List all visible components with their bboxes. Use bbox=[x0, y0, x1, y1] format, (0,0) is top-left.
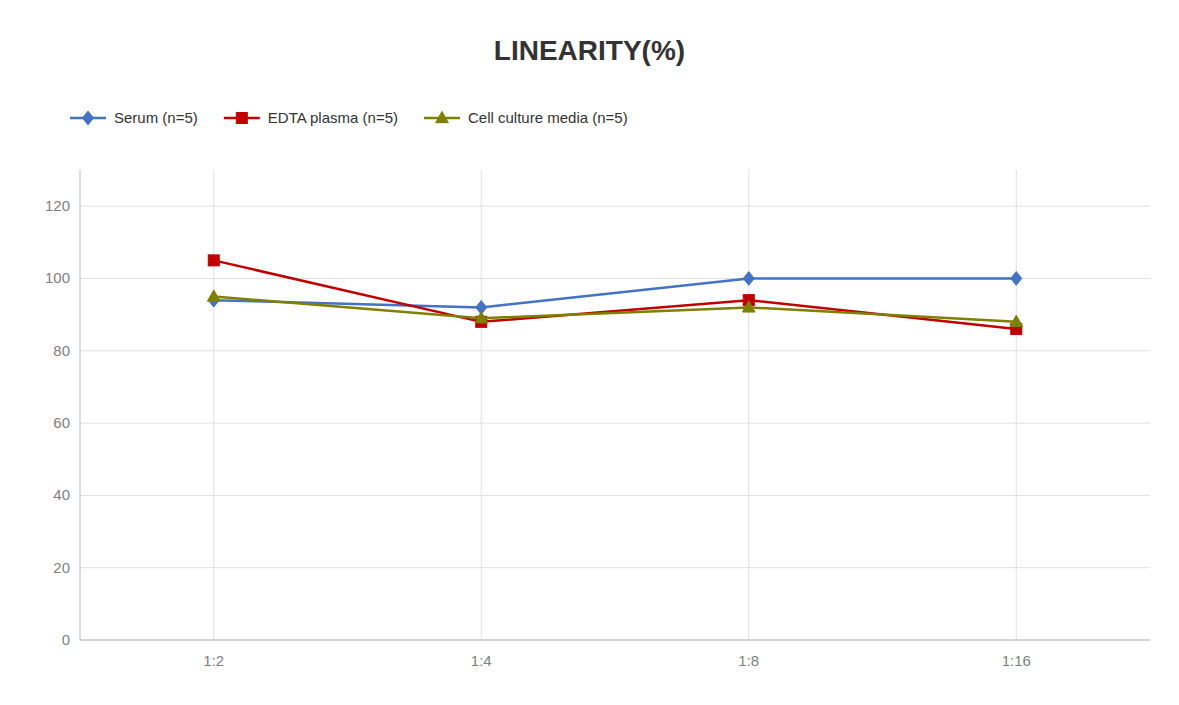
x-tick-label: 1:2 bbox=[203, 652, 224, 669]
series bbox=[208, 255, 1022, 335]
y-axis-line bbox=[80, 170, 81, 640]
chart: LINEARITY(%) 0 20 40 60 80 100 120 1:2 1:4 1:8 1:16… bbox=[0, 0, 1179, 705]
point bbox=[1011, 272, 1022, 286]
series-line bbox=[214, 278, 1017, 307]
grid-line-y bbox=[80, 495, 1150, 496]
x-tick-label: 1:16 bbox=[1002, 652, 1031, 669]
y-tick-label: 80 bbox=[53, 342, 70, 359]
y-tick-label: 20 bbox=[53, 559, 70, 576]
point bbox=[1010, 315, 1023, 326]
legend-marker bbox=[436, 111, 449, 122]
point bbox=[207, 290, 220, 301]
point bbox=[475, 312, 488, 323]
y-tick-label: 120 bbox=[45, 197, 70, 214]
grid bbox=[80, 170, 1150, 640]
legend-marker bbox=[83, 111, 94, 125]
y-tick-label: 40 bbox=[53, 486, 70, 503]
grid-line-x bbox=[213, 170, 214, 640]
grid-line-x bbox=[1016, 170, 1017, 640]
x-axis-line bbox=[80, 640, 1150, 641]
legend-label: Cell culture media (n=5) bbox=[468, 109, 628, 126]
plot-area bbox=[207, 255, 1022, 335]
series-line bbox=[214, 297, 1017, 322]
x-tick-label: 1:4 bbox=[471, 652, 492, 669]
point bbox=[208, 255, 219, 266]
title: LINEARITY(%) bbox=[494, 35, 685, 66]
grid-line-x bbox=[748, 170, 749, 640]
series-line bbox=[214, 260, 1017, 329]
legend: Serum (n=5) EDTA plasma (n=5) Cell culture… bbox=[70, 109, 628, 126]
legend-label: EDTA plasma (n=5) bbox=[268, 109, 398, 126]
grid-line-y bbox=[80, 350, 1150, 351]
grid-line-y bbox=[80, 423, 1150, 424]
axes: 0 20 40 60 80 100 120 1:2 1:4 1:8 1:16 bbox=[45, 170, 1150, 669]
y-tick-label: 60 bbox=[53, 414, 70, 431]
grid-line-x bbox=[481, 170, 482, 640]
point bbox=[743, 272, 754, 286]
chart-container: LINEARITY(%) 0 20 40 60 80 100 120 1:2 1:4 1:8 1:16… bbox=[0, 0, 1179, 705]
legend-label: Serum (n=5) bbox=[114, 109, 198, 126]
legend-marker bbox=[236, 113, 247, 124]
series bbox=[207, 290, 1022, 327]
y-tick-label: 0 bbox=[62, 631, 70, 648]
grid-line-y bbox=[80, 640, 1150, 641]
series bbox=[208, 272, 1022, 315]
point bbox=[742, 301, 755, 312]
x-tick-label: 1:8 bbox=[738, 652, 759, 669]
grid-line-y bbox=[80, 206, 1150, 207]
grid-line-y bbox=[80, 567, 1150, 568]
y-tick-label: 100 bbox=[45, 269, 70, 286]
